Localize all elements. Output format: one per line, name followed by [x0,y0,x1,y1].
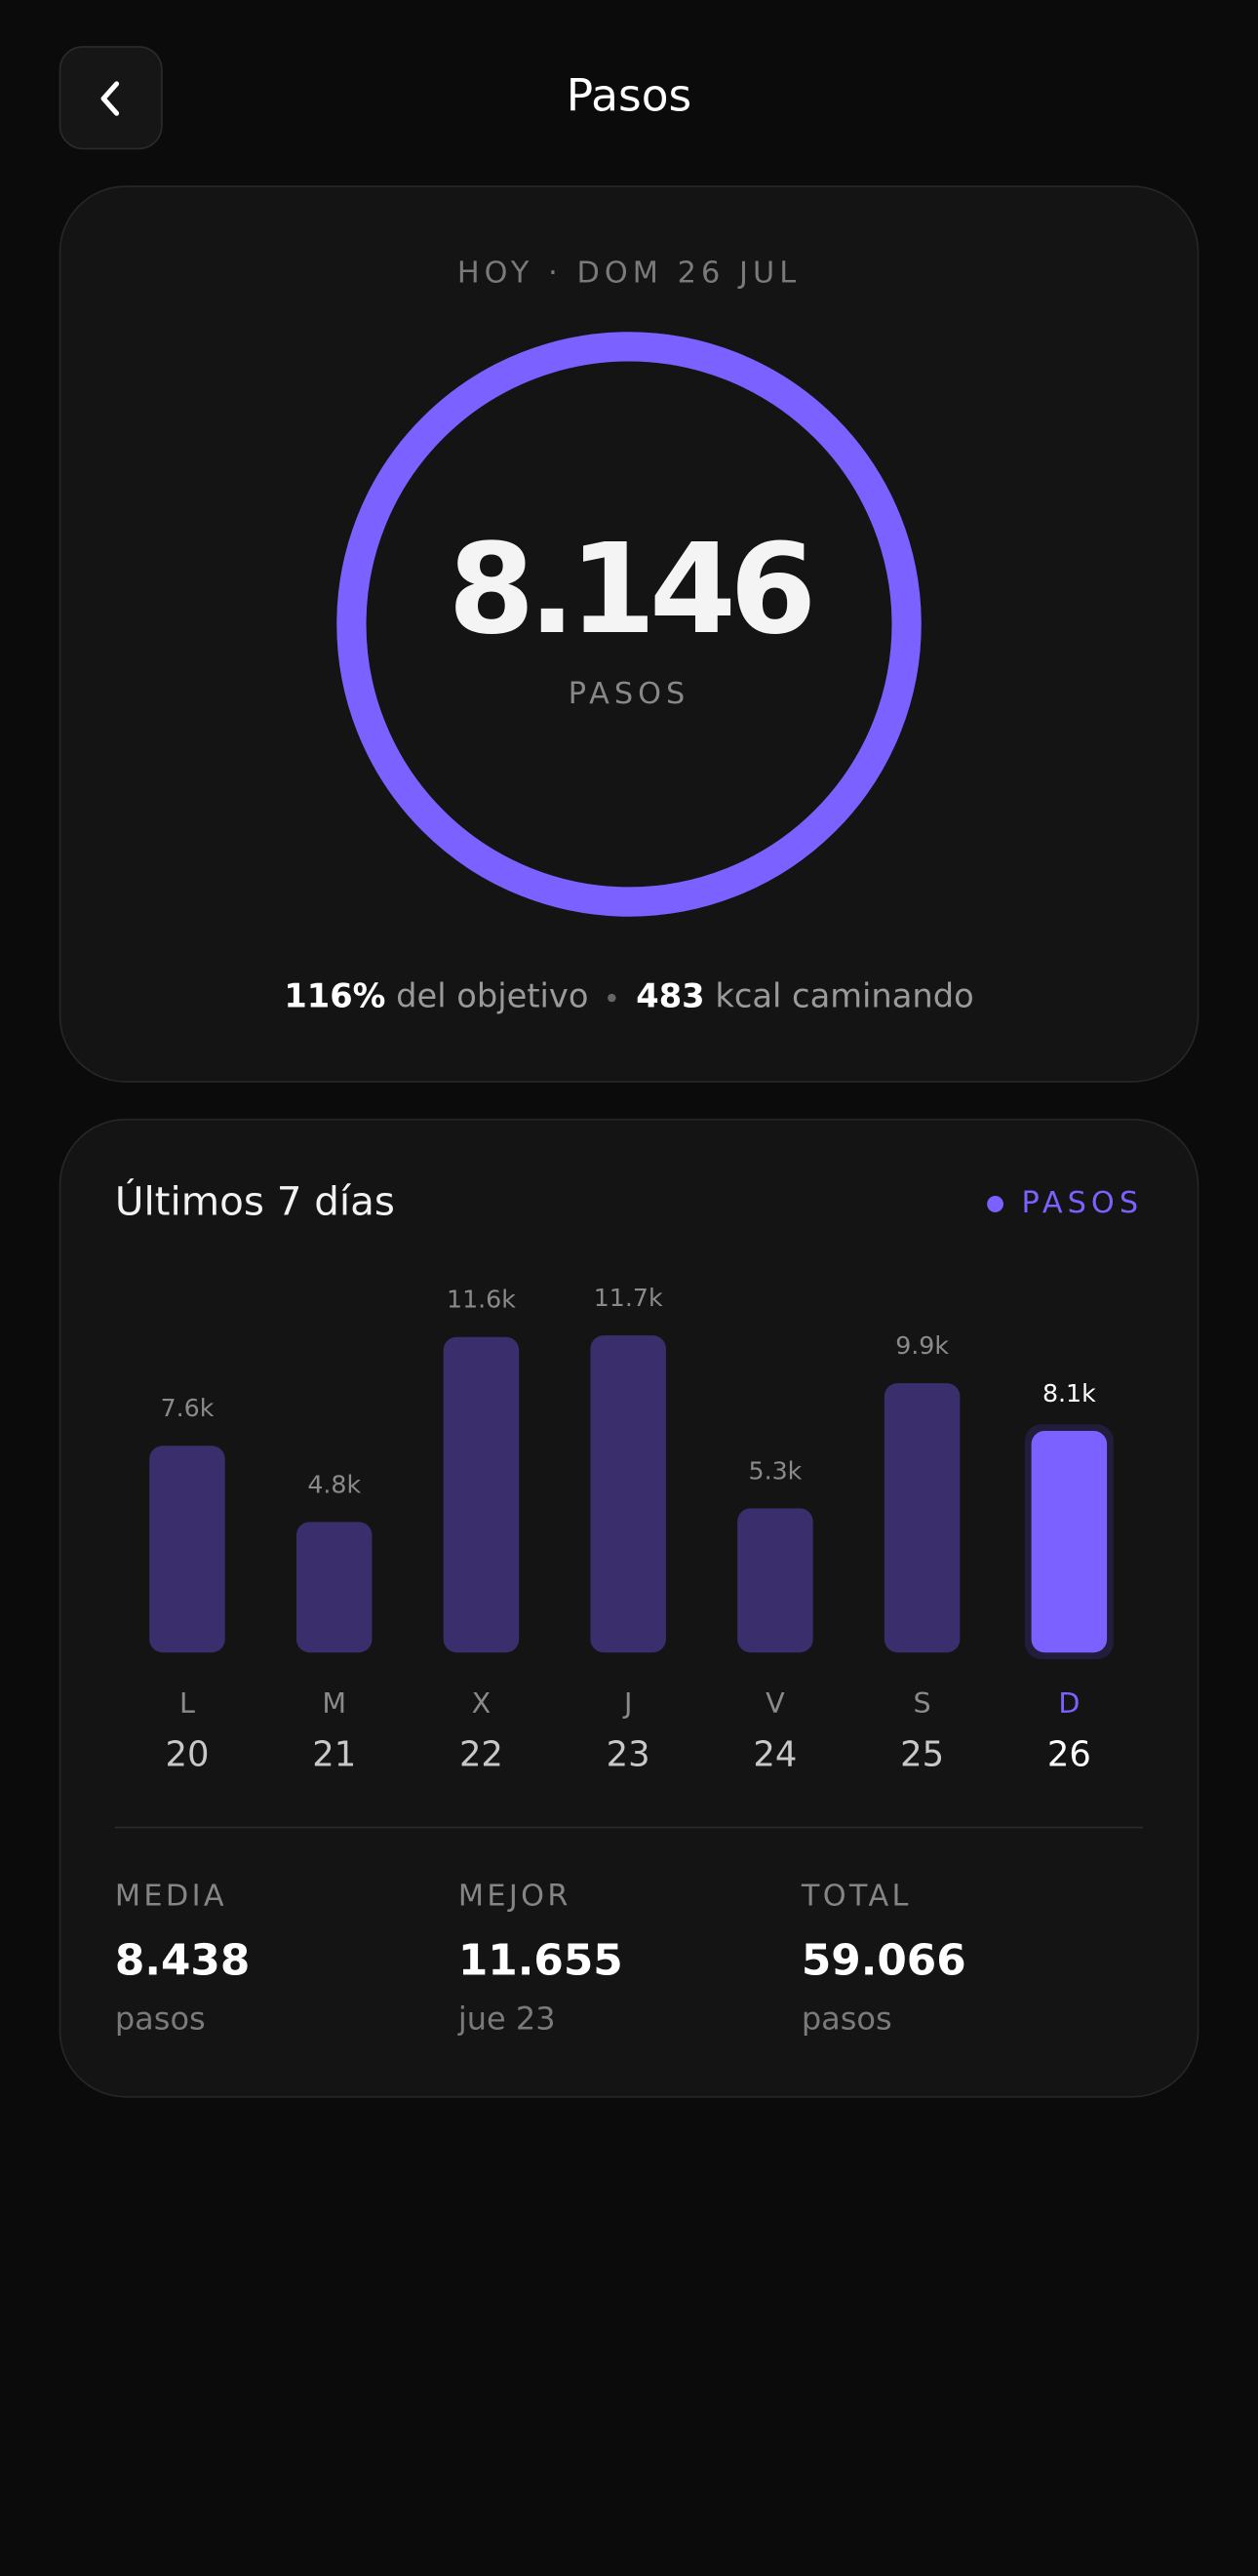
goal-text: del objetivo [396,975,589,1015]
value-label: 11.6k [447,1286,516,1314]
bar [149,1446,225,1653]
weekday-label: S [914,1686,931,1720]
day-number: 26 [1047,1734,1091,1774]
bar [1031,1431,1108,1653]
kcal: 483 [636,975,705,1015]
weekday-label: L [179,1686,195,1720]
step-count: 8.146 [448,517,810,662]
kcal-text: kcal caminando [715,975,974,1015]
bar [590,1335,666,1653]
legend-label: PASOS [1021,1186,1143,1220]
weekday-label: D [1058,1686,1080,1720]
value-label: 4.8k [307,1470,361,1498]
page-title: Pasos [567,70,691,122]
day-number: 23 [607,1734,650,1774]
value-label: 9.9k [895,1331,949,1360]
separator [608,993,617,1003]
value-label: 11.7k [594,1284,663,1312]
stat-sub: jue 23 [457,2000,556,2037]
weekday-label: V [766,1686,785,1720]
day-number: 24 [753,1734,797,1774]
weekday-label: M [322,1686,346,1720]
day-number: 20 [165,1734,209,1774]
back-icon [100,81,120,116]
back-button[interactable] [59,46,163,150]
bar [295,1522,373,1653]
bar [737,1508,813,1653]
day-number: 22 [459,1734,503,1774]
value-label: 8.1k [1042,1379,1096,1407]
today-date: HOY · DOM 26 JUL [457,257,801,291]
day-number: 21 [312,1734,356,1774]
bar [443,1336,520,1653]
stat-label: MEDIA [115,1880,227,1914]
stat-sub: pasos [802,2000,892,2037]
value-label: 5.3k [749,1456,803,1485]
bar [884,1383,961,1653]
stat-value: 11.655 [458,1935,623,1985]
weekday-label: X [472,1686,491,1720]
weekday-label: J [622,1686,632,1720]
goal-percent: 116% [284,975,386,1015]
chart-title: Últimos 7 días [115,1177,395,1224]
day-number: 25 [900,1734,944,1774]
stat-label: MEJOR [458,1880,571,1914]
today-card [59,185,1199,1083]
progress-ring [336,332,922,917]
value-label: 7.6k [161,1394,215,1422]
step-unit: PASOS [569,677,690,711]
stat-value: 8.438 [115,1935,250,1985]
today-summary: 116% del objetivo 483 kcal caminando [59,972,1199,1018]
stat-sub: pasos [115,2000,206,2037]
legend-dot [987,1196,1003,1212]
stat-label: TOTAL [801,1880,912,1914]
stat-value: 59.066 [802,1935,966,1985]
